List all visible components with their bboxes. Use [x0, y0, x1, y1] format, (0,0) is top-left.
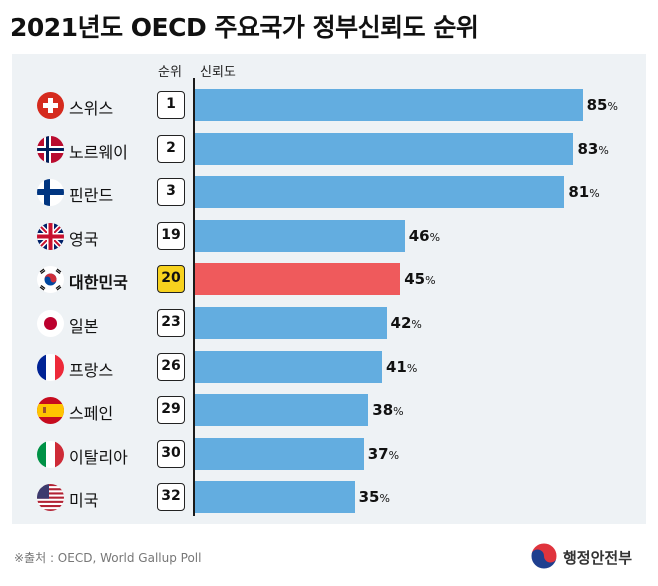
value-number: 41 — [385, 357, 407, 376]
country-label: 이탈리아 — [69, 447, 128, 467]
percent-sign: % — [425, 274, 436, 288]
value-number: 42 — [390, 314, 412, 332]
bar-japan — [195, 307, 387, 339]
rank-badge: 30 — [157, 439, 185, 468]
bar-norway — [195, 132, 574, 165]
rank-badge: 32 — [157, 483, 185, 512]
chart-row-japan: 일본 23 42% — [0, 302, 658, 346]
value-number: 37 — [367, 444, 389, 463]
chart-axis-line — [193, 78, 195, 516]
rank-badge: 2 — [157, 134, 185, 163]
value-label: 35% — [359, 488, 390, 506]
value-label: 83% — [577, 140, 608, 158]
percent-sign: % — [607, 100, 618, 113]
bar-usa — [195, 481, 355, 514]
percent-sign: % — [589, 187, 600, 201]
value-number: 45 — [404, 270, 426, 289]
value-label: 42% — [391, 314, 422, 332]
country-label: 노르웨이 — [69, 142, 128, 162]
value-label: 37% — [368, 445, 399, 463]
value-label: 45% — [404, 270, 435, 288]
percent-sign: % — [393, 405, 404, 419]
rank-badge: 29 — [157, 396, 185, 425]
chart-row-finland: 핀란드 3 81% — [0, 171, 658, 215]
country-label: 핀란드 — [69, 186, 114, 206]
percent-sign: % — [598, 143, 609, 157]
chart-row-usa: 미국 32 35% — [0, 476, 658, 520]
bar-switzerland — [195, 89, 583, 121]
rank-badge: 20 — [157, 265, 185, 294]
percent-sign: % — [411, 318, 422, 331]
france-flag-icon — [37, 353, 64, 381]
rank-badge: 19 — [157, 221, 185, 250]
ministry-logo-icon — [530, 542, 558, 570]
finland-flag-icon — [37, 179, 64, 207]
norway-flag-icon — [37, 135, 64, 163]
chart-row-italy: 이탈리아 30 37% — [0, 433, 658, 477]
percent-sign: % — [379, 492, 390, 506]
value-number: 46 — [408, 226, 430, 245]
usa-flag-icon — [37, 484, 64, 512]
ministry-name: 행정안전부 — [563, 549, 633, 567]
rank-badge: 23 — [157, 309, 185, 337]
chart-row-france: 프랑스 26 41% — [0, 346, 658, 390]
percent-sign: % — [406, 361, 418, 375]
korea-flag-icon — [37, 266, 64, 294]
country-label: 대한민국 — [69, 273, 128, 293]
source-note: ※출처 : OECD, World Gallup Poll — [14, 551, 202, 565]
value-label: 85% — [587, 96, 618, 114]
chart-title: 2021년도 OECD 주요국가 정부신뢰도 순위 — [10, 13, 479, 42]
chart-row-switzerland: 스위스 1 85% — [0, 84, 658, 128]
italy-flag-icon — [37, 440, 64, 468]
value-number: 83 — [577, 139, 599, 158]
chart-row-uk: 영국 19 46% — [0, 215, 658, 259]
country-label: 미국 — [69, 491, 99, 511]
value-label: 38% — [372, 401, 403, 419]
country-label: 스페인 — [69, 404, 114, 424]
chart-row-korea: 대한민국 20 45% — [0, 258, 658, 302]
bar-uk — [195, 219, 405, 252]
country-label: 영국 — [69, 229, 99, 249]
bar-spain — [195, 394, 369, 427]
spain-flag-icon — [37, 397, 64, 425]
rank-badge: 1 — [157, 91, 185, 119]
rank-header: 순위 — [158, 65, 182, 80]
value-label: 41% — [386, 358, 417, 376]
uk-flag-icon — [37, 222, 64, 250]
rank-badge: 3 — [157, 178, 185, 207]
bar-france — [195, 350, 382, 383]
percent-sign: % — [388, 448, 400, 462]
value-number: 85 — [586, 96, 608, 114]
trust-header: 신뢰도 — [200, 65, 236, 80]
japan-flag-icon — [37, 310, 64, 337]
bar-italy — [195, 437, 364, 470]
value-number: 38 — [372, 401, 394, 420]
chart-row-norway: 노르웨이 2 83% — [0, 128, 658, 172]
percent-sign: % — [429, 230, 441, 244]
chart-row-spain: 스페인 29 38% — [0, 389, 658, 433]
rank-badge: 26 — [157, 352, 185, 381]
switzerland-flag-icon — [37, 92, 64, 119]
bar-finland — [195, 176, 565, 209]
value-number: 35 — [358, 488, 380, 507]
value-label: 46% — [409, 227, 440, 245]
country-label: 일본 — [69, 317, 99, 336]
country-label: 스위스 — [69, 99, 114, 118]
value-label: 81% — [568, 183, 599, 201]
value-number: 81 — [568, 183, 590, 202]
bar-korea — [195, 263, 401, 296]
country-label: 프랑스 — [69, 360, 114, 380]
